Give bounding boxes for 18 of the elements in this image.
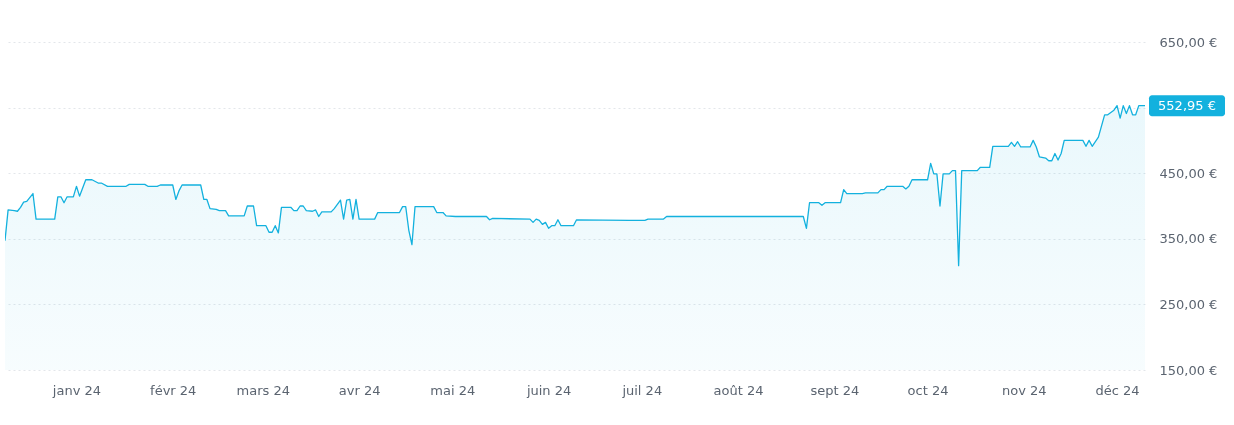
- x-tick-label: nov 24: [1002, 382, 1047, 398]
- x-tick-label: août 24: [713, 382, 764, 398]
- x-tick-label: mars 24: [236, 382, 291, 398]
- y-tick-label: 450,00 €: [1159, 165, 1218, 181]
- x-tick-label: avr 24: [338, 382, 381, 398]
- x-tick-label: mai 24: [430, 382, 476, 398]
- x-tick-label: oct 24: [907, 382, 949, 398]
- x-tick-label: sept 24: [810, 382, 860, 398]
- x-tick-label: juin 24: [525, 382, 572, 398]
- x-tick-label: déc 24: [1095, 382, 1140, 398]
- y-tick-label: 650,00 €: [1159, 34, 1218, 50]
- y-tick-label: 350,00 €: [1159, 231, 1218, 247]
- y-tick-label: 250,00 €: [1159, 296, 1218, 312]
- x-tick-label: févr 24: [150, 382, 197, 398]
- annotation: 552,95 €: [1158, 97, 1216, 113]
- y-tick-label: 150,00 €: [1159, 362, 1218, 378]
- x-tick-label: janv 24: [51, 382, 102, 398]
- x-tick-label: juil 24: [621, 382, 663, 398]
